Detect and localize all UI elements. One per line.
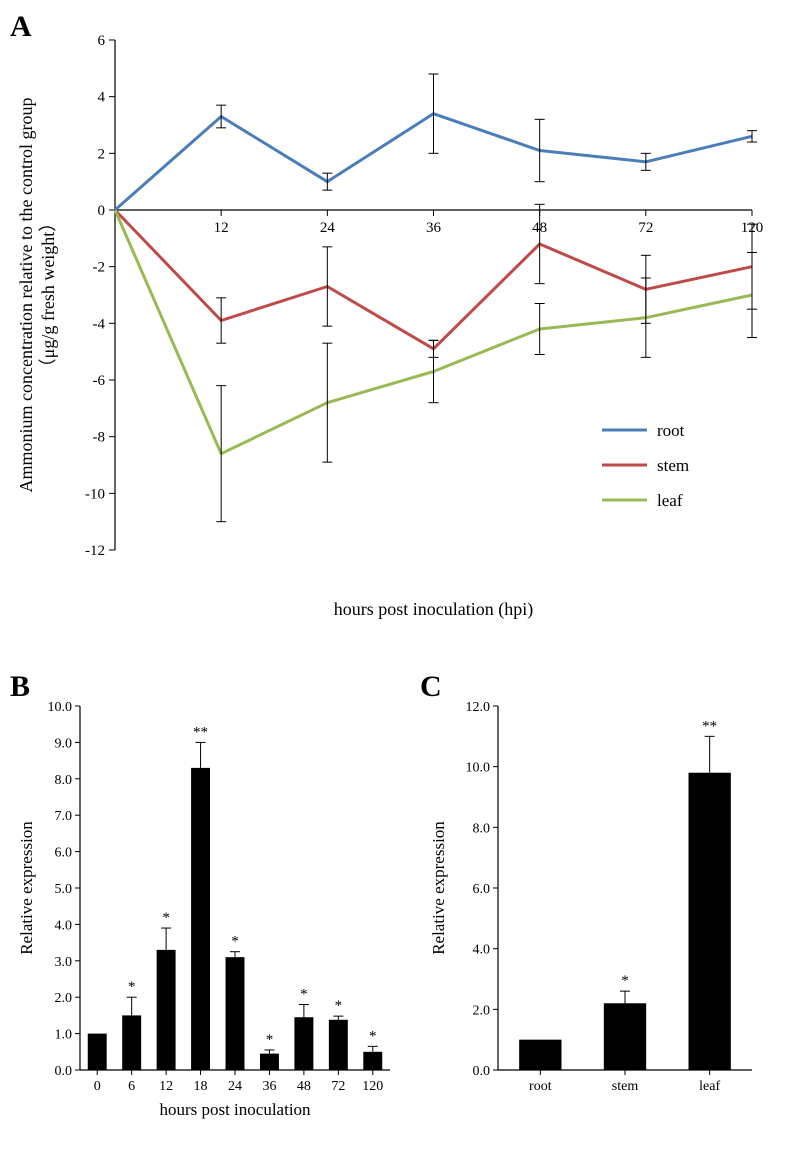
panel-b-label: B [10, 670, 30, 704]
svg-text:leaf: leaf [657, 491, 683, 510]
svg-text:-6: -6 [93, 373, 106, 389]
panel-c-label: C [420, 670, 442, 704]
svg-text:2.0: 2.0 [55, 991, 73, 1006]
svg-text:2.0: 2.0 [473, 1003, 491, 1018]
svg-text:Relative expression: Relative expression [17, 821, 36, 955]
svg-text:0.0: 0.0 [473, 1064, 491, 1079]
svg-text:72: 72 [331, 1079, 345, 1094]
svg-text:24: 24 [320, 220, 336, 236]
svg-text:6.0: 6.0 [473, 882, 491, 897]
svg-text:-8: -8 [93, 430, 106, 446]
svg-text:leaf: leaf [699, 1079, 720, 1094]
svg-text:*: * [231, 934, 239, 950]
svg-text:root: root [529, 1079, 552, 1094]
svg-text:-10: -10 [85, 486, 105, 502]
svg-text:0: 0 [94, 1079, 101, 1094]
svg-text:*: * [369, 1028, 377, 1044]
svg-text:8.0: 8.0 [473, 821, 491, 836]
svg-text:4.0: 4.0 [473, 943, 491, 958]
svg-text:120: 120 [362, 1079, 383, 1094]
svg-text:36: 36 [262, 1079, 276, 1094]
svg-text:*: * [300, 986, 308, 1002]
svg-text:48: 48 [297, 1079, 311, 1094]
svg-text:24: 24 [228, 1079, 242, 1094]
svg-text:-12: -12 [85, 543, 105, 559]
svg-text:12.0: 12.0 [466, 700, 491, 715]
svg-text:*: * [128, 979, 136, 995]
svg-text:stem: stem [657, 456, 689, 475]
svg-text:4.0: 4.0 [55, 918, 73, 933]
svg-text:6.0: 6.0 [55, 846, 73, 861]
svg-text:0.0: 0.0 [55, 1064, 73, 1079]
svg-text:3.0: 3.0 [55, 955, 73, 970]
panel-a-label: A [10, 10, 32, 44]
svg-text:**: ** [193, 724, 208, 740]
svg-text:Ammonium concentration relativ: Ammonium concentration relative to the c… [16, 98, 36, 493]
svg-text:72: 72 [638, 220, 653, 236]
svg-text:（μg/g fresh weight）: （μg/g fresh weight） [38, 214, 58, 377]
svg-text:18: 18 [194, 1079, 208, 1094]
svg-text:root: root [657, 421, 685, 440]
panel-a-chart: -12-10-8-6-4-202461224364872120Ammonium … [10, 10, 777, 670]
panel-c-chart: 0.0 2.0 4.0 6.0 8.0 10.0 12.0 root stem * leaf ** Re… [420, 670, 770, 1140]
svg-text:6: 6 [98, 33, 106, 49]
svg-text:5.0: 5.0 [55, 882, 73, 897]
panel-b-chart: 0.0 1.0 2.0 3.0 4.0 5.0 6.0 7.0 8.0 9.0 10.0 0 6 * 12 *… [10, 670, 400, 1140]
svg-text:stem: stem [612, 1079, 639, 1094]
svg-text:10.0: 10.0 [466, 761, 491, 776]
svg-text:-2: -2 [93, 260, 106, 276]
svg-text:36: 36 [426, 220, 442, 236]
svg-text:*: * [335, 998, 343, 1014]
svg-text:7.0: 7.0 [55, 809, 73, 824]
figure: A -12-10-8-6-4-202461224364872120Ammoniu… [10, 10, 777, 1140]
svg-text:8.0: 8.0 [55, 773, 73, 788]
svg-text:*: * [162, 910, 170, 926]
svg-text:12: 12 [159, 1079, 173, 1094]
svg-text:0: 0 [98, 203, 106, 219]
svg-text:10.0: 10.0 [48, 700, 73, 715]
svg-text:Relative expression: Relative expression [429, 821, 448, 955]
svg-text:4: 4 [98, 90, 106, 106]
svg-text:hours post inoculation: hours post inoculation [159, 1100, 311, 1119]
svg-text:**: ** [702, 718, 717, 734]
svg-text:12: 12 [214, 220, 229, 236]
svg-text:*: * [266, 1032, 274, 1048]
svg-text:6: 6 [128, 1079, 135, 1094]
svg-text:2: 2 [98, 146, 106, 162]
svg-text:-4: -4 [93, 316, 106, 332]
svg-text:*: * [621, 973, 629, 989]
svg-text:1.0: 1.0 [55, 1028, 73, 1043]
svg-text:9.0: 9.0 [55, 736, 73, 751]
svg-text:hours post inoculation (hpi): hours post inoculation (hpi) [334, 599, 533, 620]
